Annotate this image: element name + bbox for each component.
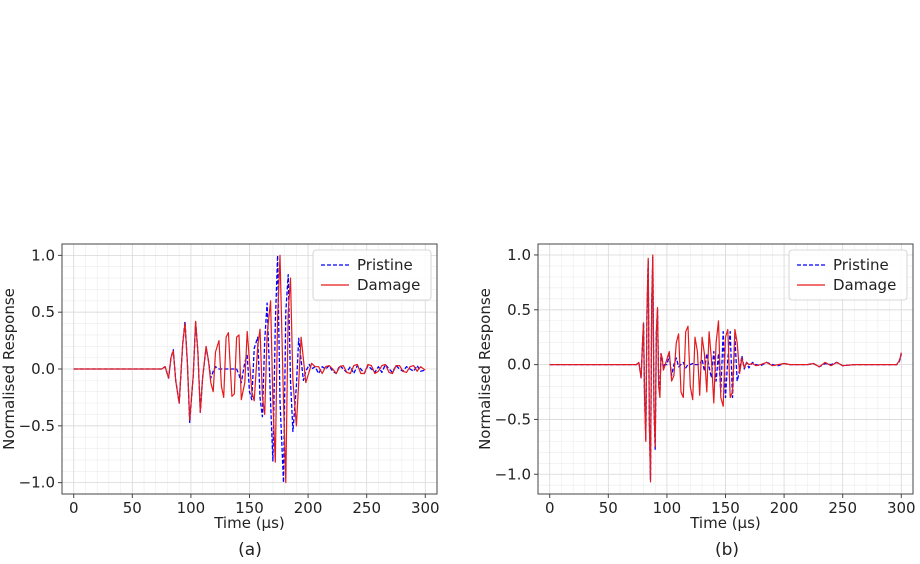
x-tick-label: 200	[770, 499, 799, 517]
y-tick-label: 0.5	[507, 301, 531, 319]
x-tick-label: 0	[545, 499, 555, 517]
legend-box	[788, 249, 908, 301]
x-tick-label: 100	[653, 499, 682, 517]
x-tick-label: 250	[828, 499, 857, 517]
y-axis-label: Normalised Response	[0, 288, 18, 450]
chart-panel-b: 0 50 100 150 200 250 300 −1.0 −0.5 0.0 0.5 1.0 Time …	[476, 243, 916, 560]
y-axis-label: Normalised Response	[476, 288, 494, 450]
y-tick-label: 0.0	[507, 356, 531, 374]
x-axis-label: Time (μs)	[689, 514, 761, 532]
legend-label-pristine: Pristine	[833, 256, 889, 274]
legend: Pristine Damage	[788, 249, 908, 301]
y-tick-label: 0.0	[31, 360, 55, 378]
x-tick-label: 300	[411, 499, 440, 517]
legend-label-pristine: Pristine	[357, 256, 413, 274]
legend-label-damage: Damage	[357, 276, 420, 294]
x-tick-label: 250	[352, 499, 381, 517]
x-tick-label: 150	[235, 499, 264, 517]
y-tick-label: 1.0	[507, 246, 531, 264]
y-tick-label: 1.0	[31, 246, 55, 264]
legend: Pristine Damage	[312, 249, 432, 301]
chart-panel-a: 0 50 100 150 200 250 300 −1.0 −0.5 0.0 0.5 1.0 Time …	[0, 243, 440, 560]
panel-caption: (a)	[238, 540, 262, 560]
y-tick-label: 0.5	[31, 303, 55, 321]
y-tick-label: −1.0	[19, 474, 55, 492]
x-tick-label: 200	[294, 499, 323, 517]
legend-box	[312, 249, 432, 301]
series-line-damage	[549, 254, 902, 483]
panel-caption: (b)	[715, 540, 739, 560]
y-tick-label: −0.5	[495, 410, 531, 428]
y-tick-label: −0.5	[19, 417, 55, 435]
x-axis-label: Time (μs)	[213, 514, 285, 532]
series-line-damage	[73, 254, 426, 484]
x-tick-label: 50	[123, 499, 142, 517]
x-tick-label: 100	[177, 499, 206, 517]
x-tick-label: 50	[599, 499, 618, 517]
x-tick-label: 0	[69, 499, 79, 517]
y-tick-label: −1.0	[495, 465, 531, 483]
x-tick-label: 150	[711, 499, 740, 517]
x-tick-label: 300	[887, 499, 916, 517]
legend-label-damage: Damage	[833, 276, 896, 294]
